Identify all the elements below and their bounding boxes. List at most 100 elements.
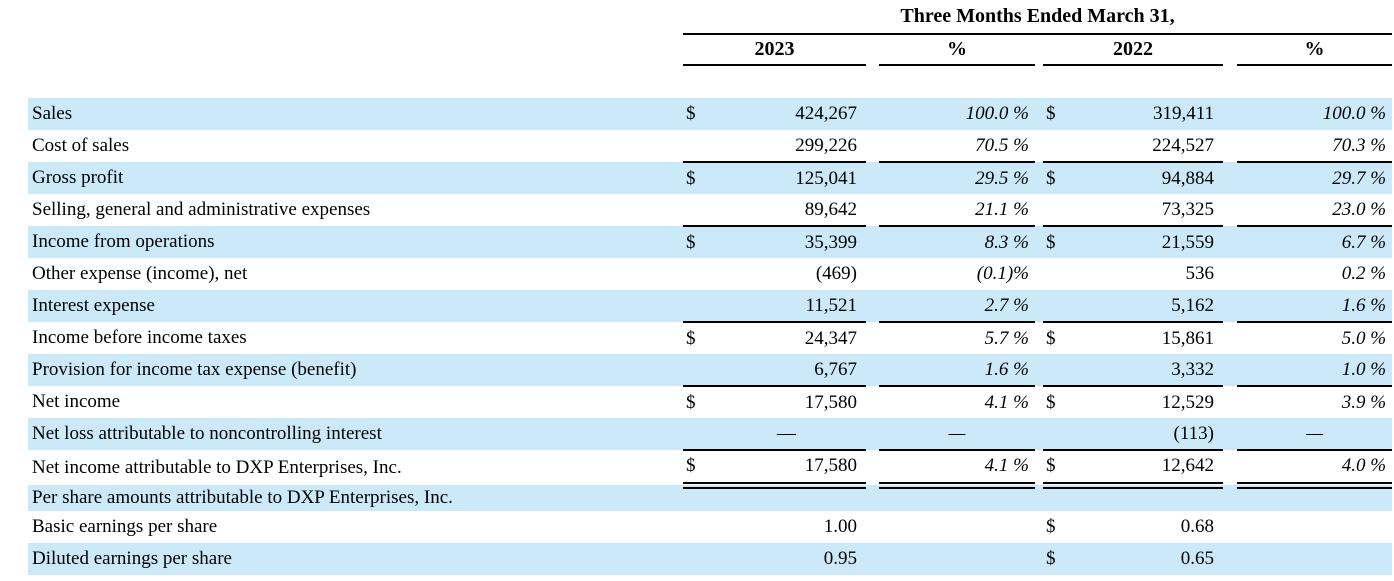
column-header-2023: 2023 — [683, 34, 866, 66]
value-2022: 73,325 — [1067, 194, 1223, 227]
table-row: Sales $424,267 100.0 % $319,411 100.0 % — [28, 98, 1393, 130]
pct-2022 — [1237, 485, 1393, 511]
column-header-pct-2022: % — [1237, 34, 1393, 66]
value-2022: 0.68 — [1180, 516, 1214, 537]
table-row: Cost of sales 299,226 70.5 % 224,527 70.3 % — [28, 130, 1393, 163]
column-gap — [1223, 226, 1237, 258]
row-label: Interest expense — [28, 290, 683, 322]
column-header-row: 2023 % 2022 % — [28, 34, 1393, 66]
currency-symbol-2022 — [1043, 418, 1067, 451]
column-gap — [866, 258, 879, 290]
column-gap — [1035, 290, 1043, 322]
table-row: Net loss attributable to noncontrolling … — [28, 418, 1393, 451]
currency-symbol-2022: $ — [1043, 98, 1067, 130]
column-gap — [866, 485, 879, 511]
pct-2022: 3.9 % — [1341, 391, 1387, 413]
column-gap — [866, 543, 879, 575]
value-2022: (113) — [1067, 418, 1223, 451]
pct-2022: 1.6 % — [1237, 290, 1393, 323]
value-2023: 17,580 — [707, 450, 866, 489]
pct-2022 — [1237, 543, 1393, 575]
value-2023: — — [707, 418, 866, 451]
currency-symbol-2023: $ — [683, 98, 707, 130]
pct-2023: 8.3 % — [879, 226, 1035, 258]
row-label: Net income attributable to DXP Enterpris… — [32, 456, 402, 478]
value-2022: 12,529 — [1161, 391, 1214, 413]
currency-symbol-2023 — [683, 258, 707, 290]
currency-symbol-2022: $ — [1043, 543, 1067, 575]
pct-2022: 4.0 % — [1237, 450, 1393, 489]
pct-2022: 29.7 % — [1237, 162, 1393, 194]
pct-2022: 23.0 % — [1237, 194, 1393, 227]
column-gap — [866, 386, 879, 418]
column-gap — [866, 354, 879, 386]
pct-2023: 1.6 % — [879, 354, 1035, 387]
value-2022: 15,861 — [1161, 327, 1214, 349]
currency-symbol-2022: $ — [1046, 391, 1056, 413]
column-header-pct-2023: % — [879, 34, 1035, 66]
value-2023: 6,767 — [707, 354, 866, 387]
table-row: Provision for income tax expense (benefi… — [28, 354, 1393, 387]
column-gap — [1223, 354, 1237, 386]
pct-2023 — [879, 485, 1035, 511]
column-gap — [1035, 194, 1043, 226]
row-label: Cost of sales — [32, 135, 130, 156]
row-label: Net loss attributable to noncontrolling … — [28, 418, 683, 450]
column-gap — [1223, 485, 1237, 511]
column-gap — [1223, 34, 1237, 65]
column-gap — [866, 226, 879, 258]
value-2023: 1.00 — [823, 516, 857, 537]
pct-2022: 1.0 % — [1237, 354, 1393, 387]
value-2022: 224,527 — [1067, 130, 1223, 163]
column-gap — [1223, 98, 1237, 130]
value-2022: 94,884 — [1067, 162, 1223, 194]
column-gap — [1035, 418, 1043, 450]
column-gap — [1035, 130, 1043, 162]
row-label: Gross profit — [28, 162, 683, 194]
currency-symbol-2022 — [1043, 354, 1067, 387]
currency-symbol-2023 — [683, 354, 707, 387]
column-gap — [1035, 354, 1043, 386]
row-label: Per share amounts attributable to DXP En… — [28, 485, 683, 511]
value-2023 — [707, 485, 866, 511]
pct-2022: 6.7 % — [1237, 226, 1393, 258]
column-gap — [1035, 485, 1043, 511]
currency-symbol-2022: $ — [1043, 162, 1067, 194]
row-label: Sales — [28, 98, 683, 130]
pct-2023: 29.5 % — [879, 162, 1035, 194]
currency-symbol-2023: $ — [683, 162, 707, 194]
column-gap — [866, 511, 879, 543]
value-2022: 12,642 — [1067, 450, 1223, 489]
empty-label-header — [28, 34, 683, 65]
pct-2023: 70.5 % — [879, 130, 1035, 163]
currency-symbol-2023: $ — [683, 226, 707, 258]
row-label: Selling, general and administrative expe… — [32, 199, 371, 220]
value-2023: 17,580 — [804, 391, 857, 413]
currency-symbol-2023: $ — [683, 450, 707, 489]
currency-symbol-2023: $ — [686, 391, 696, 413]
currency-symbol-2023 — [683, 543, 707, 575]
column-gap — [1035, 162, 1043, 194]
currency-symbol-2023 — [683, 194, 707, 227]
spacer — [28, 65, 1392, 98]
value-2022: 3,332 — [1067, 354, 1223, 387]
value-2023: 89,642 — [707, 194, 866, 227]
column-gap — [1035, 322, 1043, 354]
table-row: Income before income taxes $24,347 5.7 % $1… — [28, 322, 1392, 354]
column-gap — [1223, 162, 1237, 194]
pct-2022: 70.3 % — [1237, 130, 1393, 163]
value-2023: 11,521 — [707, 290, 866, 323]
pct-2023: — — [879, 418, 1035, 451]
column-gap — [1223, 543, 1237, 575]
pct-2022: 0.2 % — [1341, 263, 1387, 284]
value-2022: 21,559 — [1067, 226, 1223, 258]
currency-symbol-2023 — [683, 130, 707, 163]
value-2023: 424,267 — [707, 98, 866, 130]
row-label: Other expense (income), net — [32, 263, 248, 284]
table-row: Net income attributable to DXP Enterpris… — [28, 450, 1393, 489]
pct-2023: 4.1 % — [879, 450, 1035, 489]
currency-symbol-2023 — [683, 290, 707, 323]
table-row: Net income $17,580 4.1 % $12,529 3.9 % — [28, 386, 1392, 418]
currency-symbol-2022: $ — [1046, 327, 1056, 349]
column-gap — [1035, 34, 1043, 65]
